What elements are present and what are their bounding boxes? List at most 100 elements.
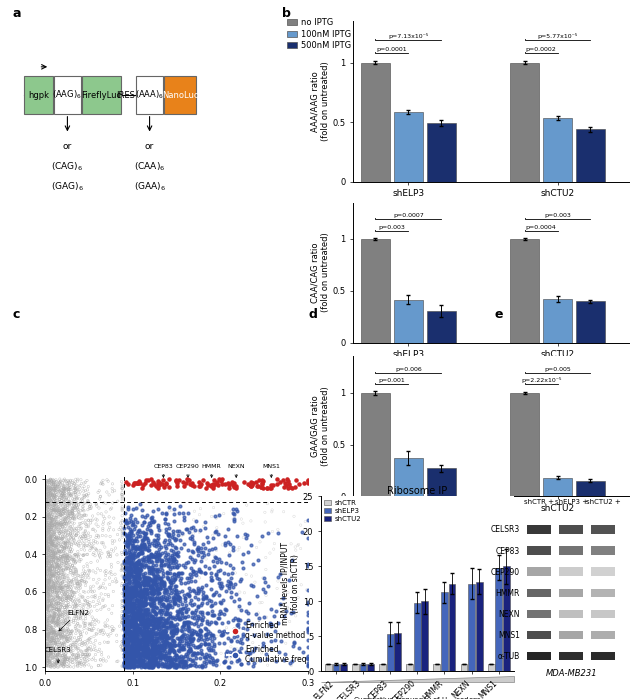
Point — [123, 649, 134, 660]
Point — [121, 646, 132, 657]
Point — [49, 519, 60, 531]
Point — [88, 565, 98, 577]
Point — [40, 497, 50, 508]
Point — [44, 526, 55, 538]
Bar — [576, 301, 605, 343]
Point — [189, 537, 199, 548]
Point — [176, 577, 186, 589]
Point — [46, 517, 56, 528]
Point — [49, 540, 60, 552]
Point — [85, 633, 95, 644]
Point — [68, 512, 78, 523]
Point — [125, 531, 135, 542]
Point — [119, 626, 130, 637]
Point — [142, 608, 152, 619]
Point — [126, 585, 136, 596]
Point — [103, 651, 114, 663]
Point — [41, 635, 51, 647]
Point — [59, 527, 69, 538]
Point — [40, 510, 51, 521]
Point — [273, 527, 283, 538]
Point — [177, 644, 187, 655]
Point — [51, 474, 61, 485]
Point — [58, 565, 68, 576]
Point — [143, 587, 153, 598]
Point — [130, 542, 141, 554]
Point — [58, 582, 69, 593]
Point — [79, 661, 89, 672]
Point — [146, 619, 157, 630]
Point — [42, 553, 52, 564]
Point — [132, 629, 142, 640]
Point — [78, 501, 88, 512]
Point — [143, 644, 153, 656]
Point — [42, 537, 52, 548]
Point — [42, 626, 52, 637]
Point — [40, 486, 51, 497]
Point — [65, 482, 75, 493]
Point — [165, 599, 175, 610]
Point — [48, 625, 58, 636]
Point — [98, 516, 108, 527]
Point — [104, 489, 114, 500]
Point — [48, 547, 58, 558]
Point — [120, 647, 130, 658]
Point — [135, 586, 145, 597]
Point — [53, 518, 63, 529]
Point — [149, 574, 159, 585]
Point — [89, 601, 100, 612]
Point — [255, 536, 265, 547]
Point — [67, 641, 77, 652]
Point — [175, 603, 186, 614]
Point — [62, 591, 73, 603]
Point — [137, 518, 147, 529]
Point — [55, 551, 65, 562]
Point — [89, 538, 99, 549]
Point — [67, 626, 77, 637]
Point — [149, 585, 159, 596]
Point — [157, 646, 167, 657]
Point — [157, 612, 168, 624]
Point — [53, 620, 63, 631]
Point — [67, 579, 77, 590]
Point — [114, 621, 125, 632]
Point — [128, 552, 138, 563]
Point — [42, 511, 53, 522]
Point — [142, 630, 152, 641]
Point — [257, 479, 268, 490]
Point — [50, 637, 60, 648]
Point — [154, 540, 164, 551]
Point — [159, 537, 169, 548]
Point — [122, 622, 132, 633]
Point — [96, 625, 106, 636]
Point — [46, 596, 56, 607]
Point — [60, 507, 71, 519]
Point — [44, 610, 55, 621]
Point — [55, 496, 65, 507]
Point — [148, 616, 159, 627]
Point — [112, 636, 122, 647]
Point — [130, 647, 141, 658]
Point — [187, 553, 197, 564]
Point — [117, 640, 127, 651]
Point — [50, 498, 60, 509]
Point — [64, 573, 74, 584]
Point — [84, 534, 94, 545]
Point — [42, 619, 52, 630]
Point — [155, 612, 166, 624]
Point — [130, 610, 140, 621]
Point — [62, 551, 72, 562]
Point — [123, 572, 133, 584]
Point — [59, 516, 69, 527]
Point — [50, 573, 60, 584]
Point — [66, 530, 76, 541]
Point — [43, 521, 53, 533]
Point — [261, 552, 271, 563]
Point — [42, 534, 52, 545]
Point — [125, 594, 135, 605]
Point — [60, 537, 71, 548]
Point — [182, 572, 192, 583]
Point — [146, 582, 156, 593]
Point — [128, 566, 138, 577]
Point — [40, 621, 50, 632]
